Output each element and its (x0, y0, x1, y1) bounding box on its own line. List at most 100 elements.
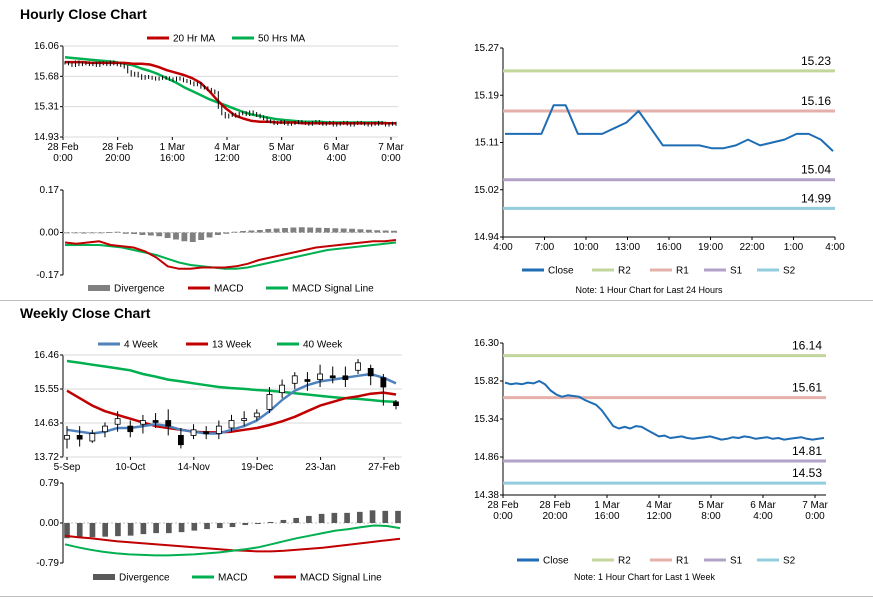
weekly-macd-divergence-bar (76, 523, 83, 538)
hourly-macd-divergence-bar (382, 230, 389, 233)
hourly-price-xtick-label-line: 0:00 (53, 153, 73, 164)
hourly-macd-divergence-bar (131, 232, 138, 234)
hourly-macd-divergence-bar (357, 229, 364, 233)
hourly-macd-divergence-bar (223, 232, 230, 234)
weekly-levels-legend-s2-label: S2 (783, 556, 796, 567)
hourly-macd-divergence-bar (231, 231, 238, 233)
weekly-candle-body (291, 375, 298, 384)
weekly-levels-ytick-label: 14.86 (474, 452, 499, 463)
hourly-levels-ytick-label: 15.19 (474, 90, 499, 101)
weekly-candle-body (393, 401, 399, 407)
weekly-candle-body (190, 429, 197, 436)
hourly-macd-divergence-bar (332, 228, 339, 233)
weekly-levels-xtick-label: 1 Mar 16:00 (594, 500, 620, 522)
hourly-price-ytick-label: 15.68 (34, 71, 59, 82)
weekly-price-xtick-label: 27-Feb (368, 462, 400, 473)
hourly-macd-divergence-bar (122, 232, 129, 234)
weekly-levels-xtick-label-line: 7 Mar (802, 500, 828, 511)
hourly-macd-divergence-bar (97, 232, 104, 234)
weekly-levels-xtick-label: 7 Mar 0:00 (802, 500, 828, 522)
weekly-candle-body (64, 435, 70, 440)
hourly-levels-level-label-s1: 15.04 (801, 163, 831, 177)
weekly-levels-xtick-label-line: 5 Mar (698, 500, 724, 511)
weekly-macd-divergence-bar (255, 523, 261, 525)
weekly-macd-legend-divergence-label: Divergence (119, 573, 170, 584)
weekly-levels-level-label-s1: 14.81 (792, 444, 822, 458)
weekly-macd-divergence-bar (166, 523, 172, 534)
hourly-macd-divergence-bar (72, 232, 79, 234)
hourly-macd-signal-line (65, 241, 397, 270)
weekly-macd-divergence-bar (267, 521, 274, 523)
weekly-price-xtick-label: 19-Dec (241, 462, 273, 473)
hourly-price-xtick-label: 28 Feb 0:00 (47, 142, 79, 164)
hourly-macd-divergence-bar (323, 228, 330, 233)
weekly-candle-body (152, 420, 159, 423)
hourly-macd-divergence-bar (206, 232, 213, 238)
hourly-levels-level-label-r2: 15.23 (801, 54, 831, 68)
weekly-levels-legend-s1-label: S1 (730, 556, 743, 567)
weekly-levels-close-line (504, 380, 825, 441)
weekly-candle-body (102, 425, 108, 433)
hourly-macd-divergence-bar (391, 230, 397, 233)
hourly-price-xtick-label-line: 16:00 (160, 153, 185, 164)
week13-line (66, 389, 397, 434)
weekly-levels-xtick-label: 28 Feb 0:00 (487, 500, 519, 522)
weekly-macd-legend-signal-label: MACD Signal Line (300, 573, 382, 584)
weekly-candle-body (127, 425, 134, 433)
weekly-levels-level-label-r2: 16.14 (792, 339, 822, 353)
hourly-macd-divergence-bar (290, 227, 297, 233)
weekly-levels-ytick-label: 16.30 (474, 338, 499, 349)
weekly-macd-divergence-bar (64, 523, 70, 539)
hourly-levels-xtick-label: 16:00 (656, 242, 681, 253)
section-divider (0, 300, 873, 301)
hourly-levels-note: Note: 1 Hour Chart for Last 24 Hours (575, 285, 723, 295)
hourly-levels-legend-s2-label: S2 (783, 266, 796, 277)
weekly-levels-xtick-label: 28 Feb 20:00 (539, 500, 571, 522)
weekly-levels-ytick-label: 15.34 (474, 414, 499, 425)
hourly-macd-divergence-bar (173, 232, 179, 240)
weekly-macd-ytick-label: 0.79 (40, 478, 60, 489)
legend-4-week-label: 4 Week (124, 340, 159, 351)
weekly-macd-divergence-bar (102, 523, 109, 537)
legend-13-week-label: 13 Week (212, 340, 252, 351)
hourly-macd-legend-divergence-swatch (88, 285, 110, 291)
weekly-macd-ytick-label: -0.79 (36, 558, 59, 569)
weekly-macd-divergence-bar (382, 510, 389, 523)
weekly-price-ytick-label: 14.63 (34, 418, 59, 429)
hourly-levels-ytick-label: 15.27 (474, 43, 499, 54)
hourly-levels-xtick-label: 10:00 (573, 242, 598, 253)
hourly-macd-macd-line (64, 239, 397, 270)
hourly-macd-divergence-bar (282, 228, 288, 233)
hourly-macd-divergence-bar (214, 232, 221, 235)
weekly-candle-body (367, 368, 374, 377)
weekly-candle-body (380, 377, 387, 388)
weekly-levels-ytick-label: 14.38 (474, 490, 499, 501)
weekly-macd-ytick-label: 0.00 (40, 518, 60, 529)
weekly-macd-divergence-bar (127, 523, 134, 536)
weekly-levels-xtick-label-line: 12:00 (646, 511, 671, 522)
hourly-macd-ytick-label: 0.00 (40, 228, 60, 239)
hourly-levels-xtick-label: 13:00 (615, 242, 640, 253)
hourly-price-ytick-label: 16.06 (34, 41, 59, 52)
legend-50hr-ma-label: 50 Hrs MA (258, 34, 306, 45)
hourly-levels-legend-close-label: Close (548, 266, 574, 277)
weekly-macd-divergence-bar (356, 511, 363, 523)
hourly-macd-divergence-bar (365, 229, 372, 233)
hourly-levels-xtick-label: 1:00 (784, 242, 804, 253)
hourly-levels-xtick-label: 4:00 (493, 242, 513, 253)
weekly-levels-xtick-label: 5 Mar 8:00 (698, 500, 724, 522)
hourly-macd-legend-macd-label: MACD (214, 284, 243, 295)
weekly-macd-divergence-bar (229, 523, 236, 528)
hourly-macd-divergence-bar (64, 232, 70, 234)
hourly-price-xtick-label-line: 28 Feb (47, 142, 79, 153)
legend-20hr-ma-label: 20 Hr MA (173, 34, 216, 45)
hourly-macd-divergence-bar (89, 232, 96, 234)
hourly-macd-legend-signal-label: MACD Signal Line (292, 284, 374, 295)
hourly-macd-divergence-bar (298, 227, 305, 233)
weekly-macd-legend-macd-label: MACD (218, 573, 247, 584)
hourly-macd-divergence-bar (374, 230, 381, 233)
weekly-candle-body (279, 384, 286, 393)
hourly-price-xtick-label-line: 8:00 (272, 153, 292, 164)
hourly-macd-legend-divergence-label: Divergence (114, 284, 165, 295)
